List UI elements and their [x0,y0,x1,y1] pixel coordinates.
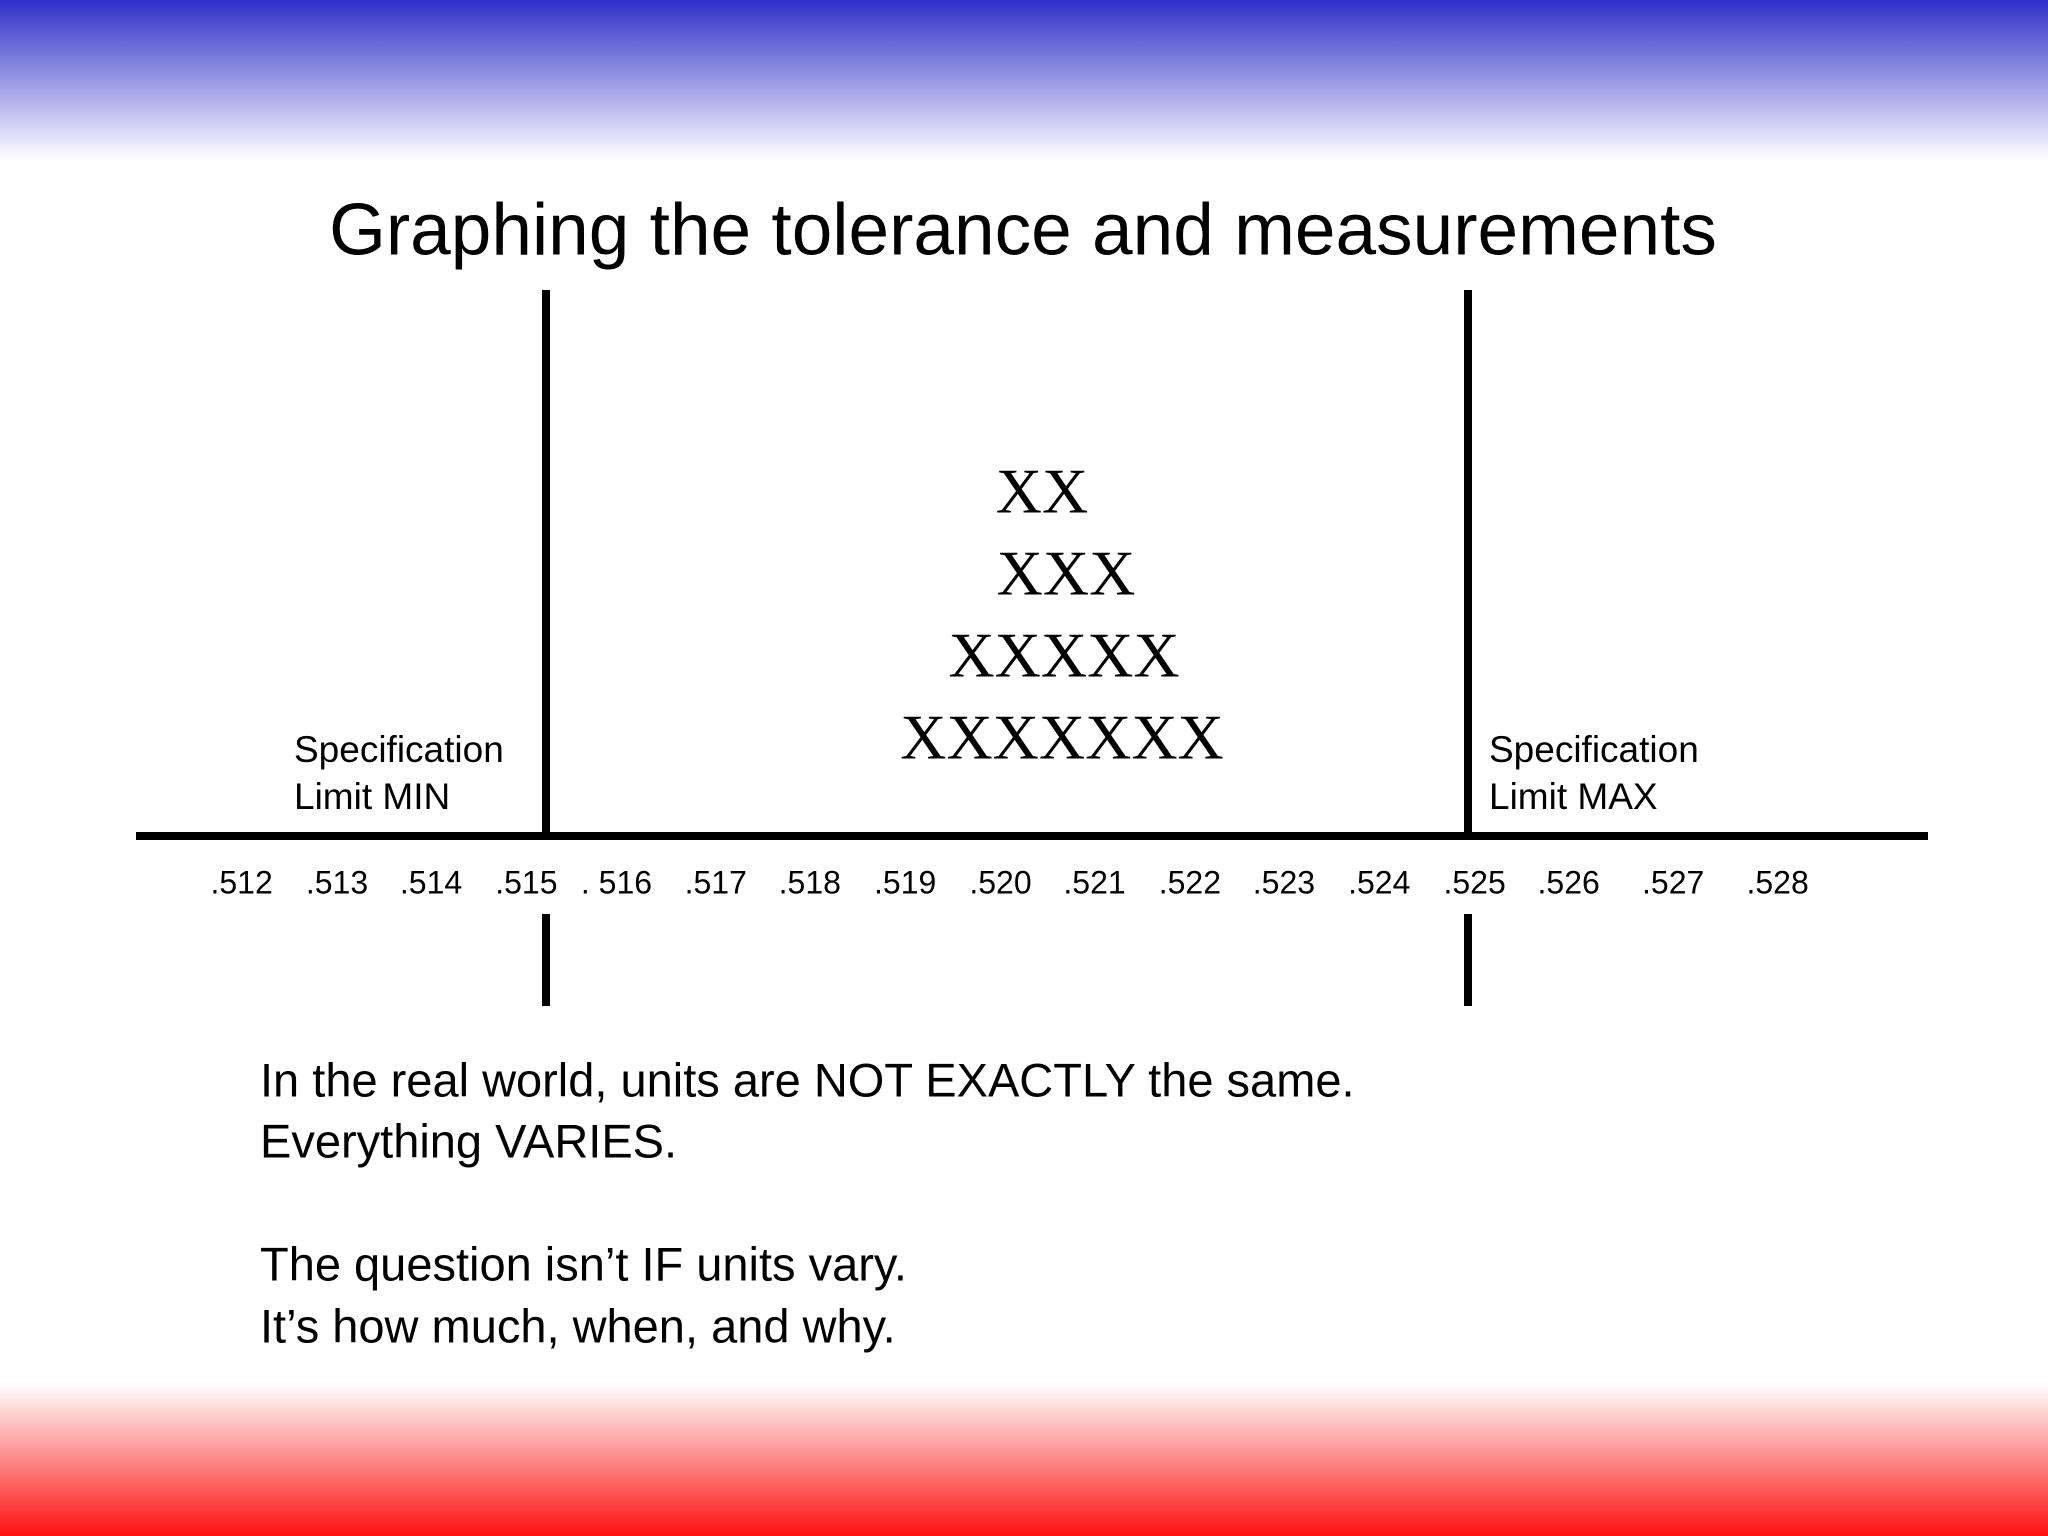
body-text: It’s how much, when, and why. [260,1299,896,1352]
scale-label: .515 [495,864,557,900]
slide-title: Graphing the tolerance and measurements [329,189,1717,270]
top-band [0,0,2048,160]
graph-lines [136,290,1928,1006]
scale-label: .528 [1746,864,1808,900]
body-text: The question isn’t IF units vary. [260,1237,907,1290]
scale-label: .523 [1253,864,1315,900]
scale-label: .521 [1063,864,1125,900]
scale-label: .527 [1642,864,1704,900]
scale-label: .524 [1348,864,1410,900]
scale-label: .526 [1538,864,1600,900]
body-text: Everything VARIES. [260,1114,677,1167]
scale-label: .514 [400,864,462,900]
spec-max-label: Limit MAX [1489,776,1658,817]
bottom-band [0,1384,2048,1536]
x-row: XXXXXXX [900,702,1224,773]
scale-label: .519 [874,864,936,900]
scale-label: .517 [685,864,747,900]
x-row: XXX [997,538,1136,609]
body-text: In the real world, units are NOT EXACTLY… [260,1053,1355,1106]
x-row: XX [996,456,1088,527]
spec-min-label: Limit MIN [294,776,450,817]
scale-label: .518 [779,864,841,900]
spec-min-label: Specification [294,729,504,770]
scale-label: .512 [210,864,272,900]
scale-labels: .512 .513 .514 .515 . 516 .517 .518 .519 .520 .52… [210,864,1808,900]
scale-label: .525 [1443,864,1505,900]
spec-max-label: Specification [1489,729,1699,770]
scale-label: .513 [306,864,368,900]
scale-label: .522 [1159,864,1221,900]
scale-label: . 516 [581,864,652,900]
scale-label: .520 [969,864,1031,900]
x-row: XXXXX [948,620,1179,691]
